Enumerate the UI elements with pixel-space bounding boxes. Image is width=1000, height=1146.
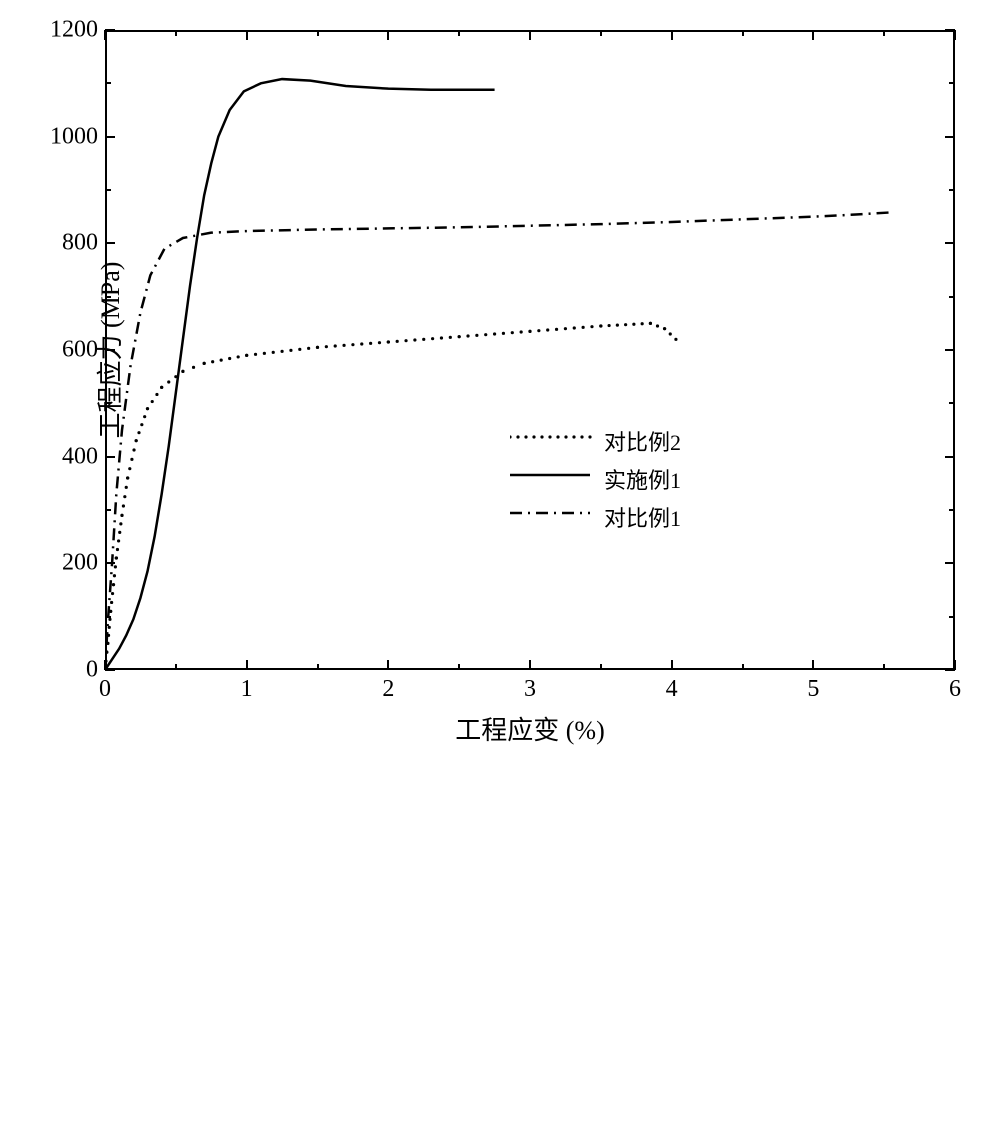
legend-line-sample [510, 463, 590, 487]
legend-label: 对比例1 [604, 501, 681, 533]
legend-label: 对比例2 [604, 425, 681, 457]
legend-label: 实施例1 [604, 463, 681, 495]
legend-line-sample [510, 425, 590, 449]
legend-line-sample [510, 501, 590, 525]
stress-strain-chart: 工程应力 (MPa) 工程应变 (%) 02004006008001000120… [0, 0, 1000, 748]
